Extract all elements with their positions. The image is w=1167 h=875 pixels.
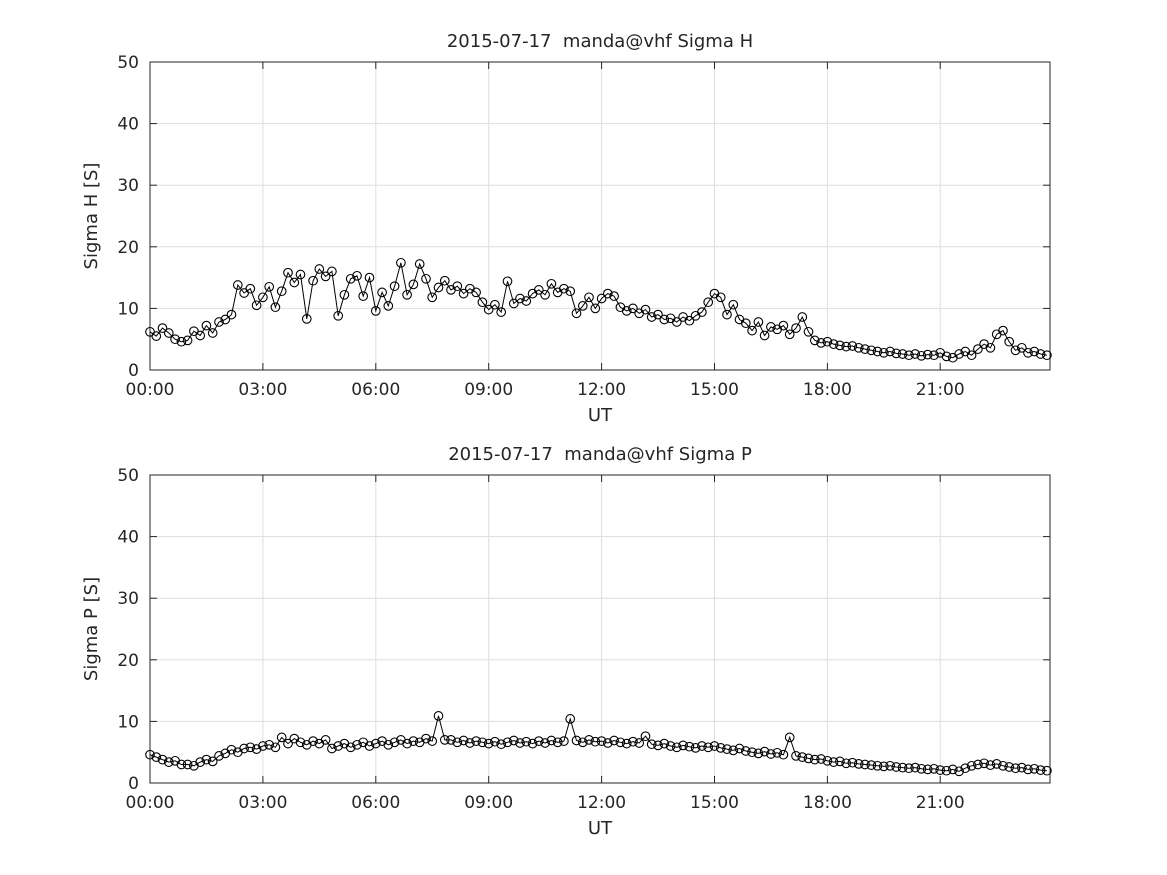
x-tick-label: 15:00 bbox=[690, 793, 739, 813]
tick-marks bbox=[149, 61, 1050, 371]
y-tick-label: 40 bbox=[117, 115, 139, 135]
data-line bbox=[149, 262, 1047, 359]
axes-box bbox=[149, 61, 1051, 371]
tick-labels: 0 10 20 30 40 50 00:00 03:00 06:00 09:00 12:00 15:0… bbox=[117, 466, 964, 813]
plot-area-sigma-p: 0 10 20 30 40 50 00:00 03:00 06:00 09:00 12:00 15:0… bbox=[117, 466, 1052, 813]
tick-labels: 0 10 20 30 40 50 00:00 03:00 06:00 09:00 12:00 15:0… bbox=[117, 53, 964, 400]
axes-box bbox=[149, 474, 1051, 784]
chart-title-sigma-h: 2015-07-17 manda@vhf Sigma H bbox=[447, 31, 753, 52]
x-tick-label: 21:00 bbox=[916, 380, 965, 400]
y-tick-label: 0 bbox=[128, 774, 139, 794]
x-tick-label: 15:00 bbox=[690, 380, 739, 400]
y-axis-label-sigma-p: Sigma P [S] bbox=[81, 577, 102, 681]
x-tick-label: 18:00 bbox=[803, 380, 852, 400]
x-tick-label: 00:00 bbox=[126, 380, 175, 400]
plot-area-sigma-h: 0 10 20 30 40 50 00:00 03:00 06:00 09:00 12:00 15:0… bbox=[117, 53, 1052, 400]
y-axis-label-sigma-h: Sigma H [S] bbox=[81, 163, 102, 270]
x-tick-label: 09:00 bbox=[464, 380, 513, 400]
x-tick-label: 18:00 bbox=[803, 793, 852, 813]
x-tick-label: 03:00 bbox=[238, 380, 287, 400]
y-tick-label: 10 bbox=[117, 712, 139, 732]
x-tick-label: 21:00 bbox=[916, 793, 965, 813]
x-axis-label-sigma-p: UT bbox=[588, 818, 613, 839]
y-tick-label: 20 bbox=[117, 651, 139, 671]
y-tick-label: 40 bbox=[117, 528, 139, 548]
grid-lines bbox=[149, 61, 1050, 371]
data-markers bbox=[145, 257, 1052, 363]
x-tick-label: 12:00 bbox=[577, 793, 626, 813]
x-tick-label: 06:00 bbox=[351, 380, 400, 400]
x-tick-label: 06:00 bbox=[351, 793, 400, 813]
x-tick-label: 00:00 bbox=[126, 793, 175, 813]
y-tick-label: 30 bbox=[117, 589, 139, 609]
y-tick-label: 30 bbox=[117, 176, 139, 196]
y-tick-label: 50 bbox=[117, 466, 139, 486]
x-tick-label: 12:00 bbox=[577, 380, 626, 400]
x-axis-label-sigma-h: UT bbox=[588, 405, 613, 426]
x-tick-label: 09:00 bbox=[464, 793, 513, 813]
data-line bbox=[149, 715, 1047, 772]
tick-marks bbox=[149, 474, 1050, 784]
data-markers bbox=[145, 711, 1052, 777]
chart-title-sigma-p: 2015-07-17 manda@vhf Sigma P bbox=[448, 444, 752, 465]
sigma-p-chart: 0 10 20 30 40 50 00:00 03:00 06:00 09:00 12:00 15:0… bbox=[81, 444, 1052, 839]
y-tick-label: 50 bbox=[117, 53, 139, 73]
x-tick-label: 03:00 bbox=[238, 793, 287, 813]
y-tick-label: 20 bbox=[117, 238, 139, 258]
y-tick-label: 10 bbox=[117, 299, 139, 319]
sigma-h-chart: 0 10 20 30 40 50 00:00 03:00 06:00 09:00 12:00 15:0… bbox=[81, 31, 1052, 426]
y-tick-label: 0 bbox=[128, 361, 139, 381]
